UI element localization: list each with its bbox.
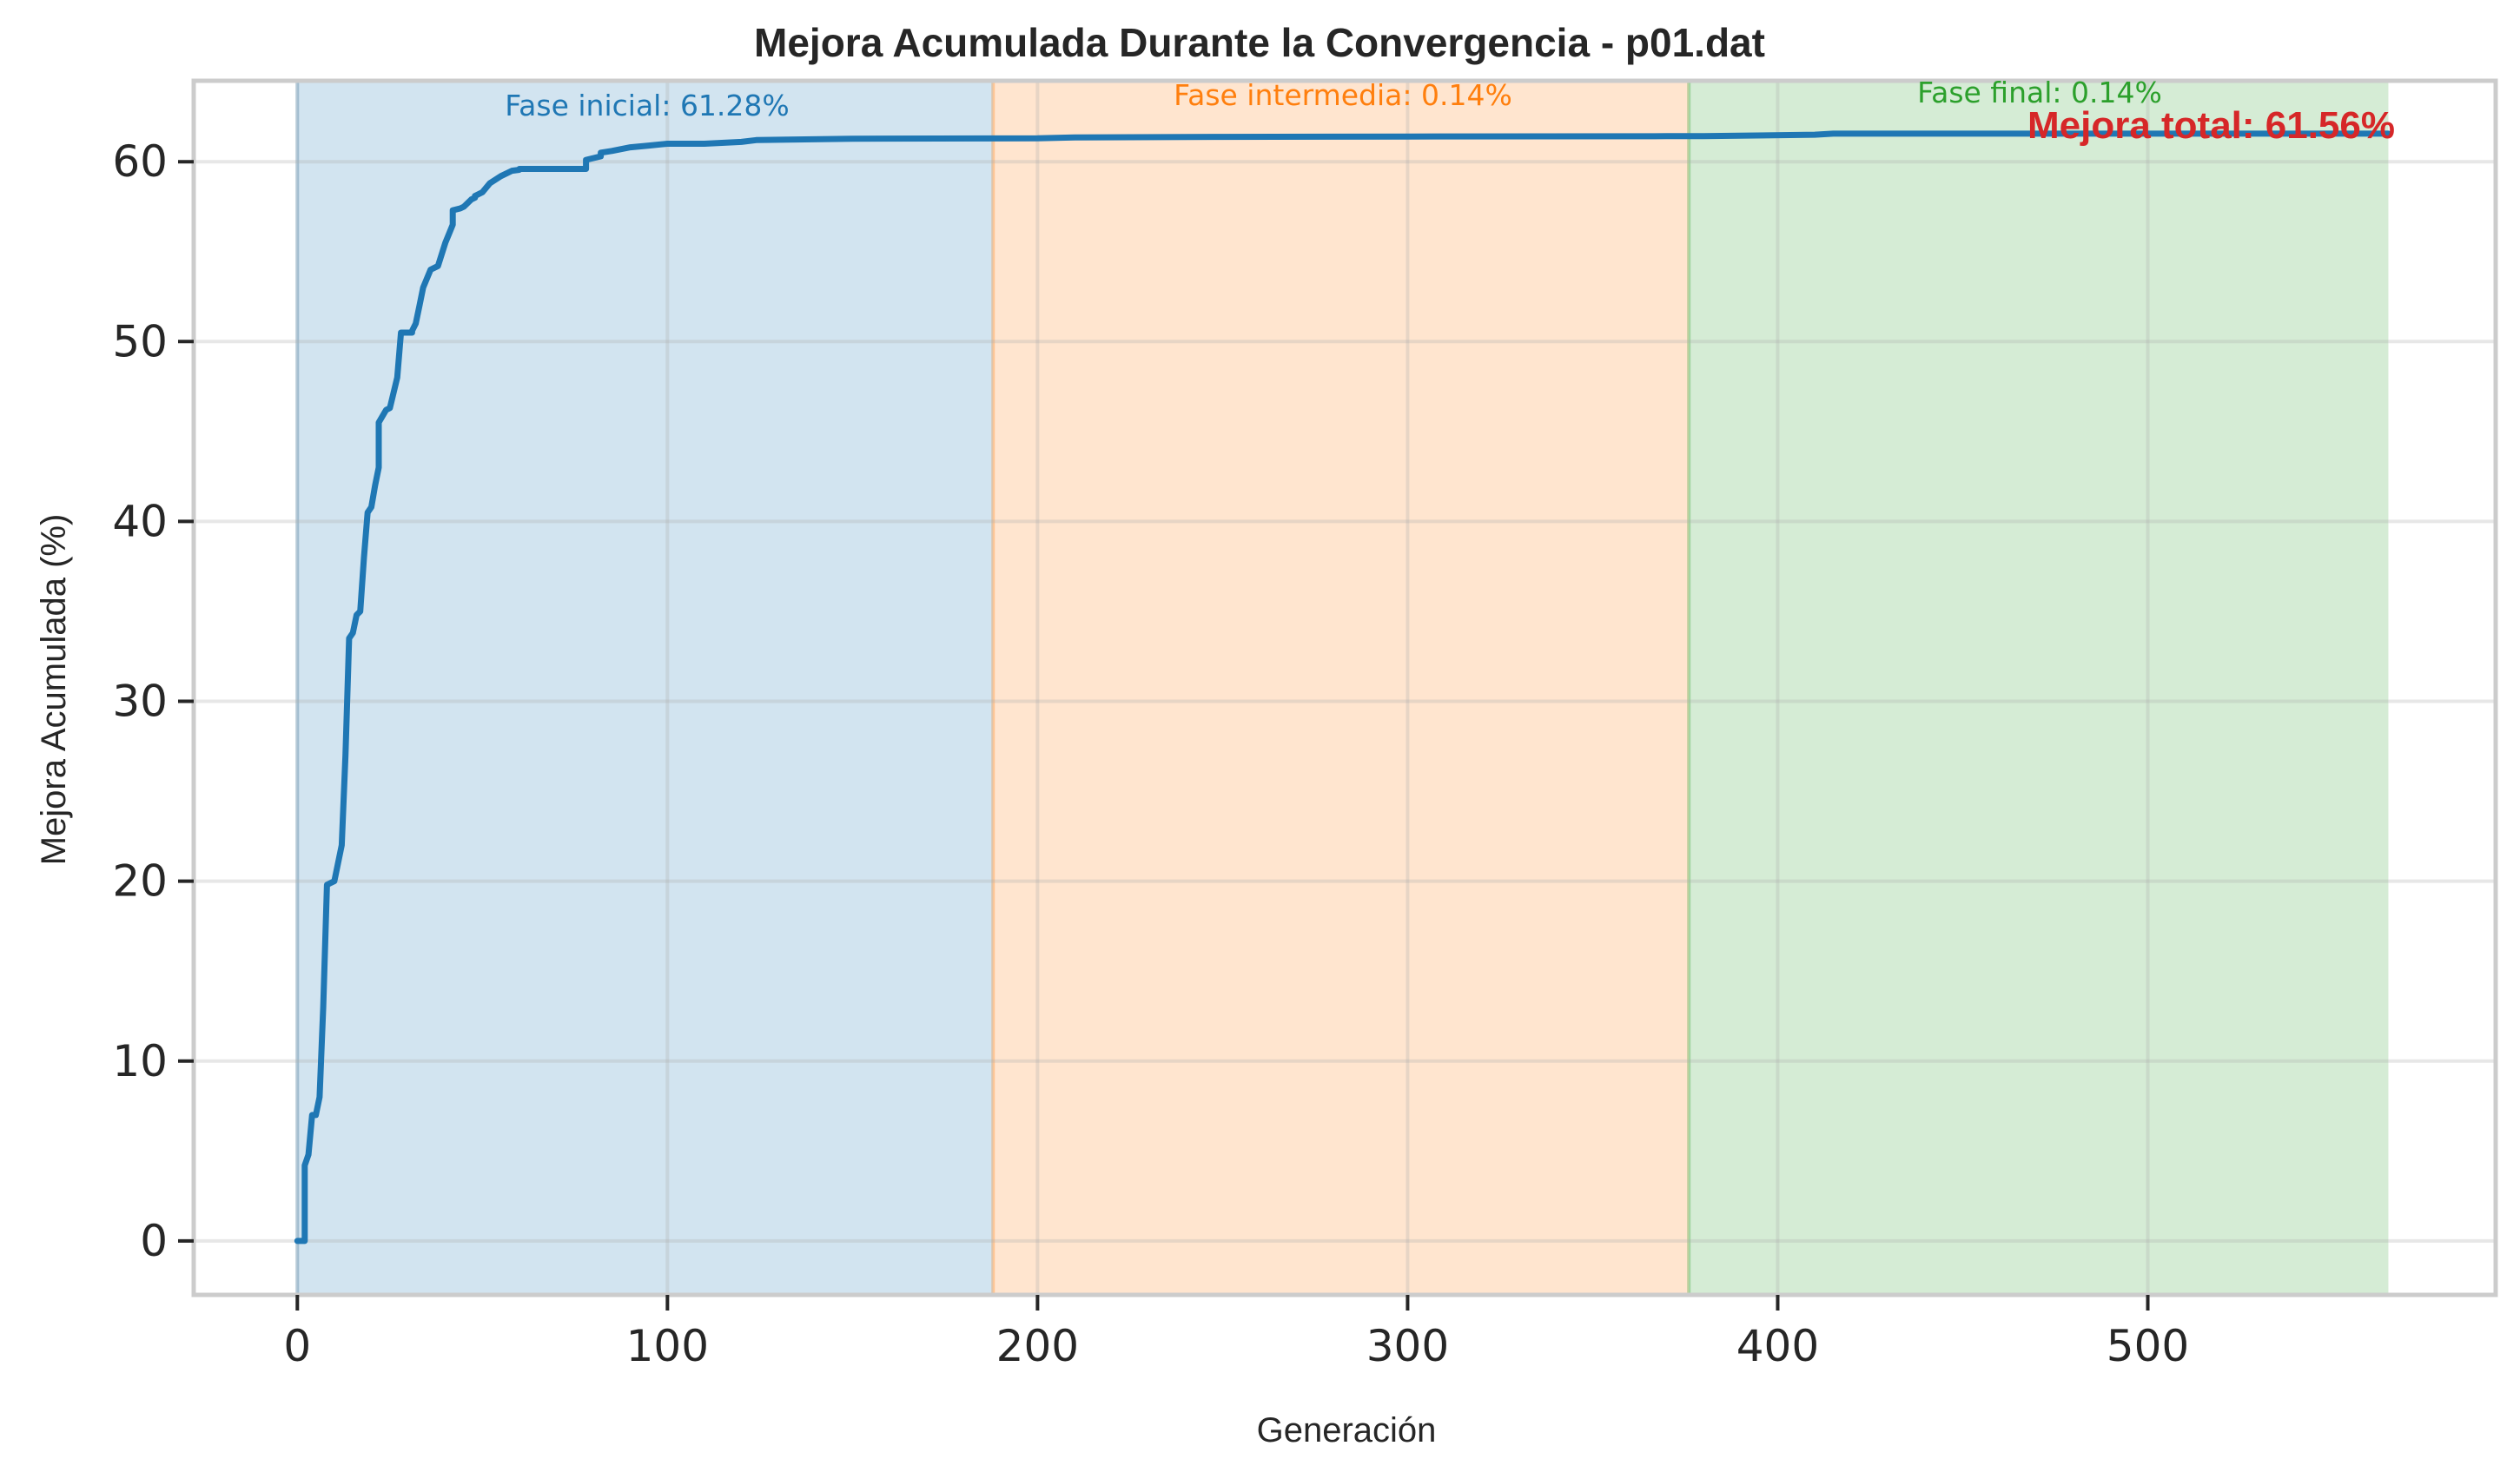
phase-label-3: Fase final: 0.14%	[1917, 76, 2162, 109]
grid-lines	[194, 81, 2496, 1295]
series-layer	[294, 130, 2391, 1245]
x-tick-label: 200	[996, 1321, 1079, 1371]
y-tick-label: 40	[112, 496, 168, 546]
x-tick-label: 400	[1736, 1321, 1819, 1371]
phase-label-2: Fase intermedia: 0.14%	[1174, 78, 1512, 112]
phase-bands	[295, 81, 2389, 1295]
y-axis-label: Mejora Acumulada (%)	[35, 514, 73, 866]
y-tick-label: 50	[112, 316, 168, 366]
series-line-1	[294, 130, 2391, 1245]
total-improvement-label: Mejora total: 61.56%	[2027, 104, 2395, 147]
annotations: Fase inicial: 61.28% Fase intermedia: 0.1…	[505, 76, 2395, 147]
chart-title: Mejora Acumulada Durante la Convergencia…	[754, 20, 1765, 65]
y-tick-label: 0	[140, 1216, 168, 1266]
y-tick-label: 30	[112, 677, 168, 727]
phase-band-1	[297, 81, 994, 1295]
x-tick-label: 300	[1366, 1321, 1449, 1371]
y-tick-label: 20	[112, 856, 168, 907]
x-axis-label: Generación	[1257, 1411, 1437, 1449]
phase-label-1: Fase inicial: 61.28%	[505, 89, 790, 122]
x-tick-label: 100	[626, 1321, 709, 1371]
x-tick-label: 500	[2107, 1321, 2189, 1371]
y-tick-label: 60	[112, 136, 168, 187]
axis-ticks: 0 100 200 300 400 500 0 10 20 30 40 50 60	[112, 136, 2189, 1371]
phase-band-2	[993, 81, 1690, 1295]
phase-band-3	[1689, 81, 2389, 1295]
plot-frame	[191, 78, 2498, 1297]
x-tick-label: 0	[283, 1321, 311, 1371]
y-tick-label: 10	[112, 1036, 168, 1086]
